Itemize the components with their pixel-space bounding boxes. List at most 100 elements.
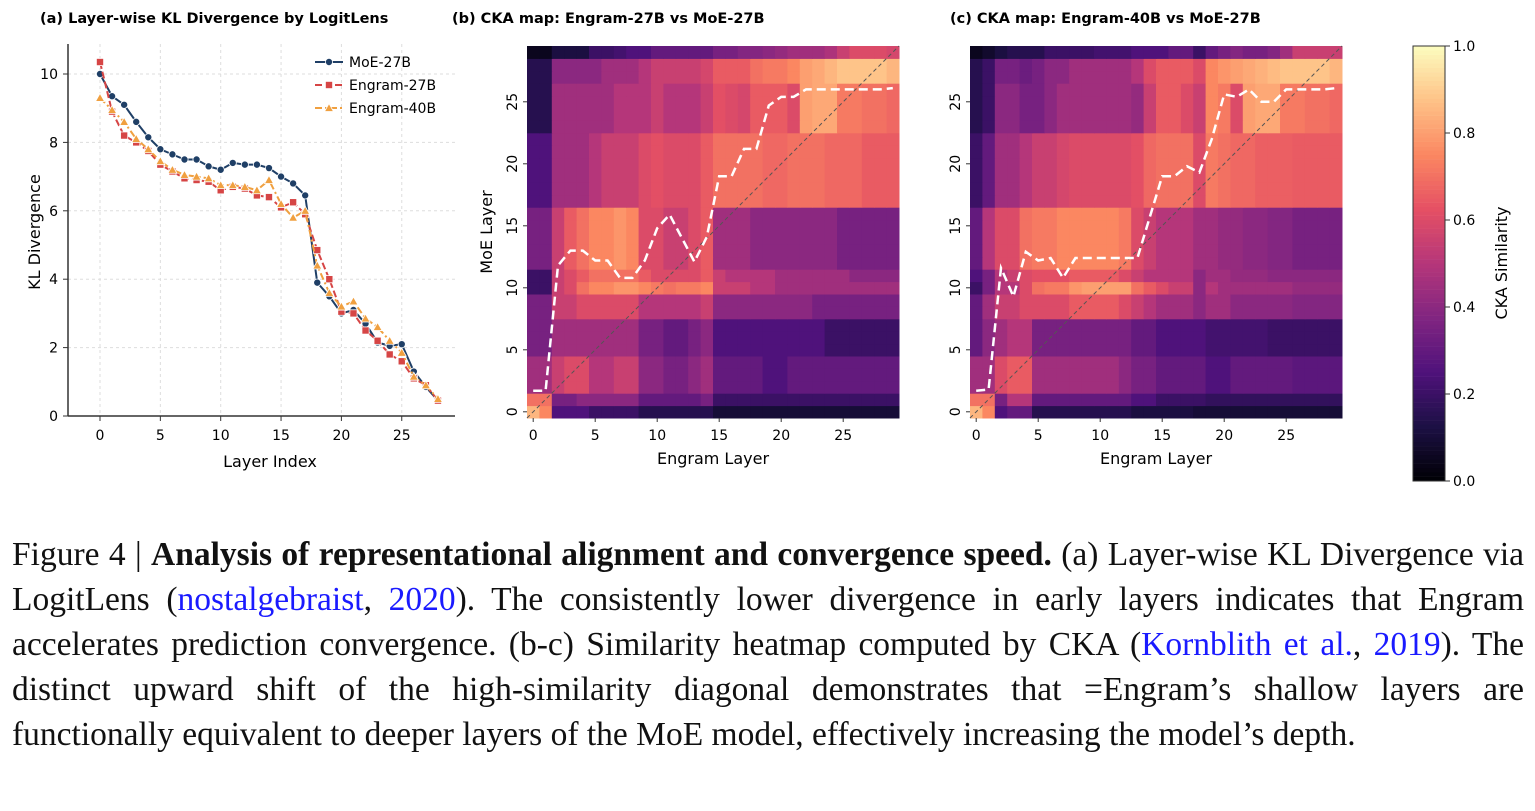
heatmap-cell [982, 145, 996, 159]
citation-year-link[interactable]: 2020 [388, 581, 456, 618]
citation-year-link[interactable]: 2019 [1373, 626, 1441, 663]
caption-figure-number: Figure 4 | [12, 536, 152, 573]
colorbar-segment [1413, 446, 1445, 451]
heatmap-cell [1180, 356, 1194, 369]
citation-link[interactable]: Kornblith et al. [1141, 626, 1353, 663]
heatmap-cell [1081, 145, 1095, 159]
colorbar-segment [1413, 354, 1445, 360]
heatmap-cell [539, 393, 553, 407]
heatmap-cell [1044, 46, 1058, 59]
heatmap-cell [1180, 281, 1194, 295]
heatmap-cell [1168, 269, 1182, 283]
heatmap-cell [551, 120, 565, 134]
heatmap-cell [551, 83, 565, 97]
heatmap-cell [861, 405, 875, 419]
heatmap-cell [1106, 182, 1120, 196]
heatmap-cell [1007, 294, 1021, 307]
colorbar-segment [1413, 50, 1445, 55]
heatmap-cell [874, 294, 888, 307]
heatmap-cell [576, 132, 590, 146]
heatmap-cell [1143, 120, 1157, 134]
heatmap-cell [700, 58, 714, 72]
heatmap-cell [576, 120, 590, 134]
heatmap-cell [849, 58, 863, 72]
heatmap-cell [737, 368, 751, 382]
heatmap-cell [638, 95, 652, 109]
heatmap-cell [1242, 318, 1256, 332]
heatmap-cell [861, 380, 875, 394]
heatmap-cell [1329, 368, 1343, 382]
citation-link[interactable]: nostalgebraist [177, 581, 364, 618]
heatmap-cell [775, 207, 788, 221]
legend-marker [324, 81, 333, 90]
heatmap-cell [1218, 256, 1231, 270]
heatmap-cell [775, 58, 788, 72]
heatmap-cell [874, 46, 888, 59]
data-point [408, 371, 420, 381]
heatmap-cell [1156, 194, 1169, 208]
figure: (a) Layer-wise KL Divergence by LogitLen… [25, 11, 1511, 490]
heatmap-cell [970, 83, 983, 97]
heatmap-cell [849, 380, 863, 394]
legend-label: Engram-27B [349, 78, 436, 94]
heatmap-cell [1218, 405, 1231, 419]
heatmap-cell [1143, 343, 1157, 357]
heatmap-cell [601, 70, 615, 84]
heatmap-cell [1019, 120, 1033, 134]
heatmap-cell [576, 256, 590, 270]
colorbar-segment [1413, 180, 1445, 186]
heatmap-cell [1044, 219, 1058, 233]
heatmap-cell [787, 331, 801, 345]
heatmap-cell [1267, 306, 1281, 320]
heatmap-cell [1218, 83, 1231, 97]
heatmap-cell [1180, 132, 1194, 146]
heatmap-cell [1007, 132, 1021, 146]
heatmap-cell [688, 46, 702, 59]
heatmap-cell [1143, 95, 1157, 109]
legend-label: Engram-40B [349, 101, 436, 117]
heatmap-cell [576, 170, 590, 183]
heatmap-cell [601, 108, 615, 121]
heatmap-cell [1280, 95, 1293, 109]
data-point [191, 171, 202, 181]
heatmap-cell [1156, 269, 1169, 283]
heatmap-cell [1329, 380, 1343, 394]
heatmap-cell [737, 232, 751, 245]
heatmap-cell [539, 256, 553, 270]
heatmap-cell [1230, 244, 1244, 258]
heatmap-cell [527, 194, 540, 208]
heatmap-cell [713, 331, 726, 345]
heatmap-cell [824, 368, 838, 382]
heatmap-cell [663, 393, 677, 407]
heatmap-cell [1007, 95, 1021, 109]
heatmap-cell [762, 244, 776, 258]
heatmap-cell [886, 405, 900, 419]
heatmap-cell [1081, 393, 1095, 407]
heatmap-cell [1106, 83, 1120, 97]
heatmap-cell [1106, 219, 1120, 233]
heatmap-cell [982, 58, 996, 72]
heatmap-cell [1255, 132, 1269, 146]
heatmap-cell [1193, 331, 1207, 345]
heatmap-cell [886, 108, 900, 121]
heatmap-cell [886, 207, 900, 221]
heatmap-cell [613, 256, 627, 270]
heatmap-cell [1205, 182, 1219, 196]
heatmap-cell [861, 145, 875, 159]
heatmap-cell [1329, 70, 1343, 84]
heatmap-cell [1143, 393, 1157, 407]
heatmap-cell [626, 194, 640, 208]
heatmap-cell [982, 318, 996, 332]
heatmap-cell [713, 83, 726, 97]
heatmap-cell [1280, 145, 1293, 159]
heatmap-cell [663, 145, 677, 159]
colorbar-segment [1413, 380, 1445, 386]
x-tick-label: 10 [212, 428, 230, 444]
colorbar-segment [1413, 376, 1445, 382]
heatmap-cell [1242, 343, 1256, 357]
heatmap-cell [1230, 356, 1244, 369]
heatmap-cell [1317, 244, 1331, 258]
heatmap-cell [874, 108, 888, 121]
colorbar-segment [1413, 311, 1445, 316]
heatmap-cell [1242, 207, 1256, 221]
